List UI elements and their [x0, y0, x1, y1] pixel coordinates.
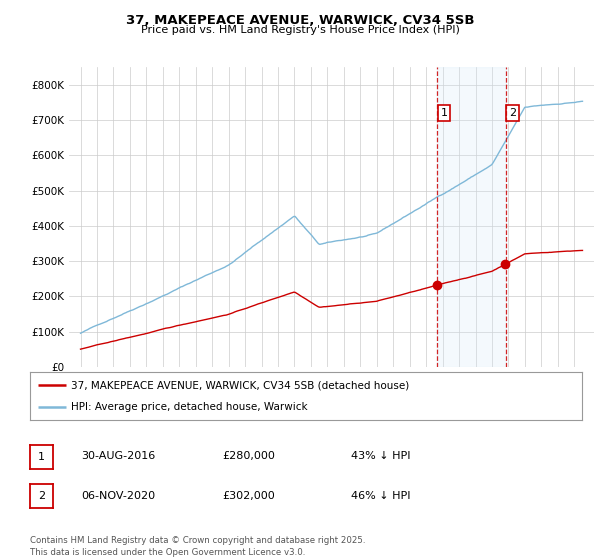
Text: Price paid vs. HM Land Registry's House Price Index (HPI): Price paid vs. HM Land Registry's House …: [140, 25, 460, 35]
Text: 1: 1: [440, 108, 448, 118]
Text: £280,000: £280,000: [222, 451, 275, 461]
Text: 43% ↓ HPI: 43% ↓ HPI: [351, 451, 410, 461]
Text: HPI: Average price, detached house, Warwick: HPI: Average price, detached house, Warw…: [71, 402, 308, 412]
Text: 1: 1: [38, 452, 45, 462]
Text: 06-NOV-2020: 06-NOV-2020: [81, 491, 155, 501]
Text: Contains HM Land Registry data © Crown copyright and database right 2025.
This d: Contains HM Land Registry data © Crown c…: [30, 536, 365, 557]
Text: 37, MAKEPEACE AVENUE, WARWICK, CV34 5SB (detached house): 37, MAKEPEACE AVENUE, WARWICK, CV34 5SB …: [71, 380, 410, 390]
Text: 2: 2: [38, 491, 45, 501]
Text: 2: 2: [509, 108, 517, 118]
Bar: [437, 67, 506, 367]
Text: 30-AUG-2016: 30-AUG-2016: [81, 451, 155, 461]
Text: £302,000: £302,000: [222, 491, 275, 501]
Text: 37, MAKEPEACE AVENUE, WARWICK, CV34 5SB: 37, MAKEPEACE AVENUE, WARWICK, CV34 5SB: [126, 14, 474, 27]
Text: 46% ↓ HPI: 46% ↓ HPI: [351, 491, 410, 501]
